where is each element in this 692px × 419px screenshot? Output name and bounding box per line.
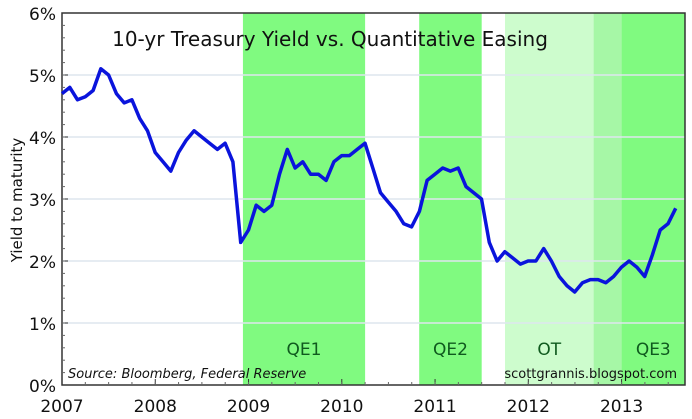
x-tick-label: 2010 — [320, 397, 363, 417]
y-axis-label: Yield to maturity — [8, 138, 26, 264]
x-tick-label: 2007 — [40, 397, 83, 417]
y-tick-label: 2% — [29, 253, 56, 273]
x-tick-label: 2009 — [227, 397, 270, 417]
y-tick-label: 1% — [29, 315, 56, 335]
x-tick-label: 2011 — [413, 397, 456, 417]
y-tick-label: 6% — [29, 5, 56, 25]
x-tick-label: 2012 — [507, 397, 550, 417]
region-label: OT — [537, 340, 561, 360]
x-tick-label: 2008 — [134, 397, 177, 417]
region-label: QE1 — [287, 340, 322, 360]
source-note: Source: Bloomberg, Federal Reserve — [68, 367, 306, 382]
yield-line — [60, 67, 678, 294]
credit-note: scottgrannis.blogspot.com — [504, 367, 677, 382]
y-tick-label: 3% — [29, 191, 56, 211]
region-label: QE2 — [433, 340, 468, 360]
chart-title: 10-yr Treasury Yield vs. Quantitative Ea… — [112, 27, 548, 51]
x-tick-label: 2013 — [600, 397, 643, 417]
y-tick-label: 4% — [29, 129, 56, 149]
region-label: QE3 — [636, 340, 671, 360]
y-tick-label: 5% — [29, 67, 56, 87]
y-tick-label: 0% — [29, 377, 56, 397]
